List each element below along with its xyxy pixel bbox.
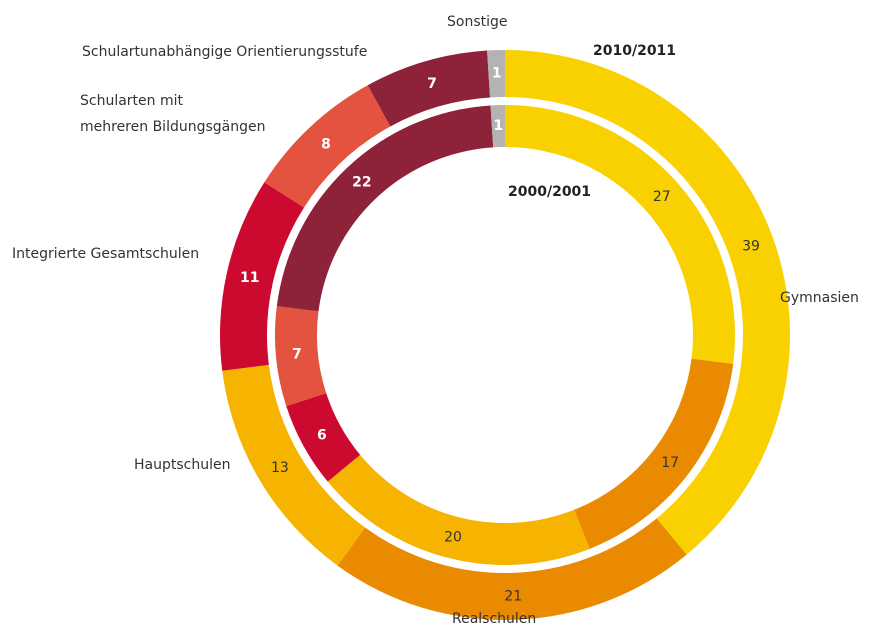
donut-segment bbox=[367, 50, 491, 127]
value-label: 8 bbox=[321, 136, 331, 152]
donut-segment bbox=[264, 85, 391, 208]
donut-segment bbox=[276, 105, 494, 312]
category-label: Integrierte Gesamtschulen bbox=[12, 246, 200, 262]
donut-segment bbox=[275, 306, 327, 407]
donut-segment bbox=[220, 182, 305, 371]
donut-segment bbox=[487, 50, 505, 98]
donut-segment bbox=[327, 454, 590, 565]
value-label: 22 bbox=[352, 175, 371, 191]
donut-segment bbox=[337, 518, 687, 620]
value-label: 1 bbox=[492, 66, 502, 82]
series-label: 2000/2001 bbox=[508, 184, 592, 200]
donut-segment bbox=[222, 364, 366, 566]
donut-segment bbox=[490, 105, 505, 148]
category-label: Sonstige bbox=[447, 14, 508, 30]
donut-segment bbox=[286, 393, 361, 482]
value-label: 6 bbox=[317, 428, 327, 444]
category-label: Schularten mit mehreren Bildungsgängen bbox=[80, 93, 266, 135]
donut-segment bbox=[505, 105, 735, 364]
value-label: 39 bbox=[742, 238, 760, 254]
category-label: Schulartunabhängige Orientierungsstufe bbox=[82, 44, 368, 60]
category-label: Realschulen bbox=[452, 611, 537, 627]
value-label: 13 bbox=[271, 460, 289, 476]
value-label: 11 bbox=[240, 270, 259, 286]
value-label: 1 bbox=[494, 118, 504, 134]
value-label: 21 bbox=[504, 588, 522, 604]
value-label: 7 bbox=[427, 76, 437, 92]
value-label: 27 bbox=[653, 189, 671, 205]
value-label: 7 bbox=[292, 347, 302, 363]
donut-segment bbox=[574, 358, 734, 549]
category-label: Hauptschulen bbox=[134, 457, 231, 473]
category-label: Gymnasien bbox=[780, 290, 859, 306]
donut-segment bbox=[505, 50, 790, 555]
value-label: 17 bbox=[661, 455, 679, 471]
series-label: 2010/2011 bbox=[593, 43, 677, 59]
value-label: 20 bbox=[444, 529, 462, 545]
